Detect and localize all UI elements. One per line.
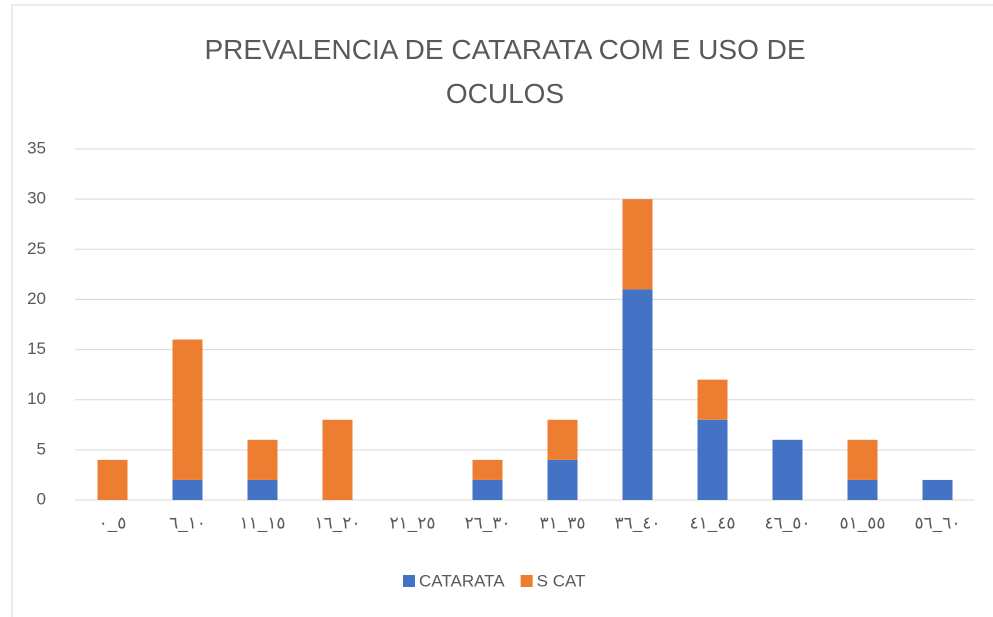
y-tick-label: 30 (27, 189, 46, 208)
x-tick-label: ١٥_١١ (240, 513, 286, 532)
bar-segment (697, 379, 728, 420)
x-tick-label: ٣٠_٢٦ (465, 513, 511, 532)
bar-segment (547, 419, 578, 460)
x-tick-label: ٤٠_٣٦ (615, 513, 661, 532)
y-tick-label: 5 (37, 439, 46, 458)
x-tick-label: ٢٥_٢١ (390, 513, 436, 532)
bar-segment (97, 459, 128, 500)
bar-segment (772, 439, 803, 500)
bar-segment (547, 459, 578, 500)
bar-segment (472, 479, 503, 500)
bar-segment (847, 439, 878, 480)
x-tick-label: ٥٠_٤٦ (765, 513, 811, 532)
bar-segment (322, 419, 353, 500)
x-tick-label: ٥_٠ (99, 513, 127, 532)
y-tick-label: 25 (27, 239, 46, 258)
legend-swatch (403, 575, 415, 587)
y-tick-label: 35 (27, 138, 46, 157)
bar-segment (172, 339, 203, 480)
x-tick-label: ١٠_٦ (169, 513, 206, 532)
legend-label: S CAT (537, 571, 586, 590)
bar-segment (697, 419, 728, 500)
bar-segment (847, 479, 878, 500)
y-tick-label: 0 (37, 489, 46, 508)
bar-segment (247, 439, 278, 480)
x-tick-label: ٣٥_٣١ (540, 513, 586, 532)
chart-border (11, 4, 993, 617)
x-tick-label: ٤٥_٤١ (690, 513, 736, 532)
bar-segment (622, 199, 653, 290)
bar-segment (622, 289, 653, 500)
y-tick-label: 15 (27, 339, 46, 358)
bar-segment (247, 479, 278, 500)
x-tick-label: ٥٥_٥١ (840, 513, 886, 532)
x-tick-label: ٦٠_٥٦ (915, 513, 961, 532)
y-tick-label: 20 (27, 289, 46, 308)
bar-segment (172, 479, 203, 500)
x-tick-label: ٢٠_١٦ (315, 513, 361, 532)
legend-label: CATARATA (419, 571, 505, 590)
bar-segment (922, 479, 953, 500)
bar-segment (472, 459, 503, 480)
chart-title: PREVALENCIA DE CATARATA COM E USO DE OCU… (204, 34, 806, 109)
y-tick-label: 10 (27, 389, 46, 408)
legend-swatch (520, 575, 533, 587)
